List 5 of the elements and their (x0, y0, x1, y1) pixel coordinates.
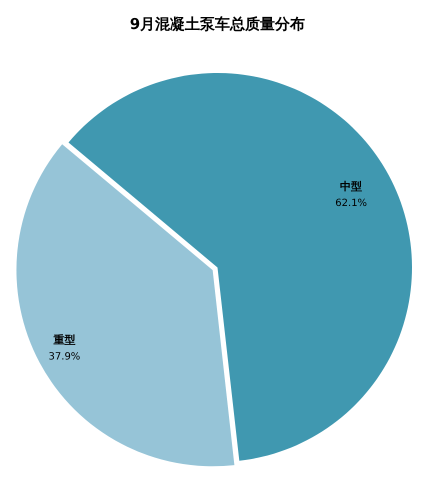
data-label: 62.1% (335, 198, 368, 209)
slice-label: 重型 (52, 334, 76, 347)
chart-title: 9月混凝土泵车总质量分布 (130, 14, 306, 33)
slice-label: 中型 (340, 180, 362, 193)
data-label: 37.9% (48, 352, 80, 363)
